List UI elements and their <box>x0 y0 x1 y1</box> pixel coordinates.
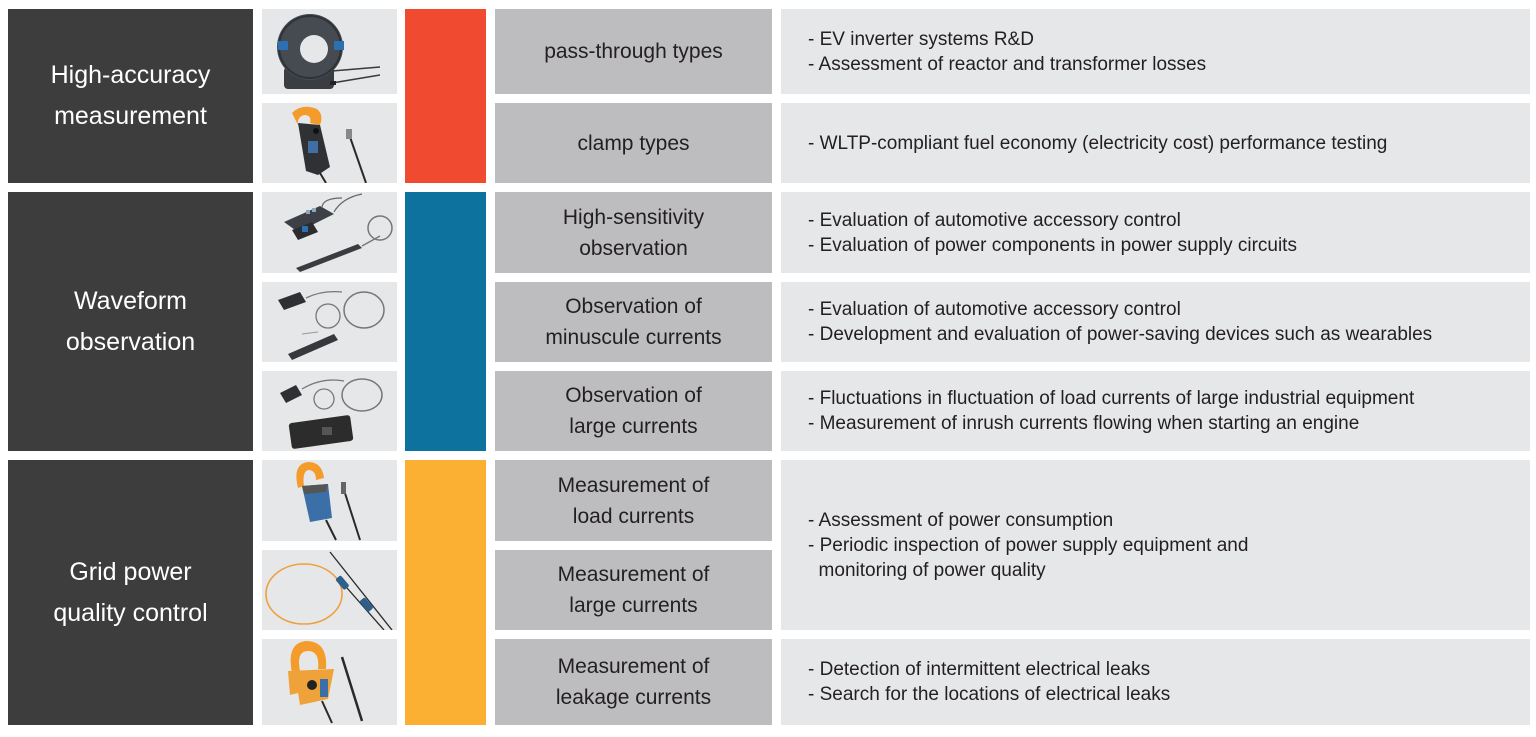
group-label-text: Waveform observation <box>65 286 196 356</box>
load-current-clamp-icon <box>296 462 361 541</box>
accent-bar-high-accuracy <box>405 9 486 183</box>
type-cell-large-currents-observation: Observation of large currents <box>495 371 772 451</box>
group-label-grid-power: Grid power quality control <box>8 460 253 725</box>
description-line: - Periodic inspection of power supply eq… <box>808 534 1249 556</box>
large-current-probe-icon <box>280 378 383 449</box>
description-cell-minuscule-currents: - Evaluation of automotive accessory con… <box>781 282 1530 362</box>
description-line: - Development and evaluation of power-sa… <box>808 324 1433 345</box>
type-label: Measurement of load currents <box>557 473 710 528</box>
accent-bar-waveform <box>405 192 486 451</box>
description-line: - WLTP-compliant fuel economy (electrici… <box>808 132 1388 154</box>
product-image-leakage-current-clamp <box>262 639 397 725</box>
group-label-text: Grid power quality control <box>53 557 208 627</box>
type-label: Measurement of leakage currents <box>555 655 712 709</box>
description-line: - Fluctuations in fluctuation of load cu… <box>808 388 1415 409</box>
type-cell-high-sensitivity: High-sensitivity observation <box>495 192 772 273</box>
description-line: - EV inverter systems R&D <box>808 28 1034 50</box>
minuscule-probe-icon <box>278 290 385 360</box>
description-cell-high-sensitivity: - Evaluation of automotive accessory con… <box>781 192 1530 273</box>
description-line: - Evaluation of automotive accessory con… <box>808 299 1181 320</box>
type-label: Observation of minuscule currents <box>545 295 722 349</box>
clamp-sensor-icon <box>292 106 367 183</box>
type-label: Measurement of large currents <box>557 563 710 617</box>
product-image-clamp-sensor <box>262 103 397 183</box>
description-line: - Assessment of reactor and transformer … <box>808 53 1207 75</box>
description-cell-clamp: - WLTP-compliant fuel economy (electrici… <box>781 103 1530 183</box>
description-line: - Detection of intermittent electrical l… <box>808 659 1151 680</box>
type-cell-leakage-currents: Measurement of leakage currents <box>495 639 772 725</box>
type-label: High-sensitivity observation <box>562 205 705 260</box>
flexible-loop-sensor-icon <box>265 551 393 630</box>
description-line: - Assessment of power consumption <box>808 509 1114 531</box>
group-label-high-accuracy: High-accuracy measurement <box>8 9 253 183</box>
type-cell-load-currents: Measurement of load currents <box>495 460 772 541</box>
description-cell-pass-through: - EV inverter systems R&D - Assessment o… <box>781 9 1530 94</box>
type-label: Observation of large currents <box>565 384 702 438</box>
high-sensitivity-probe-icon <box>284 193 393 272</box>
group-label-text: High-accuracy measurement <box>50 61 211 130</box>
type-label: clamp types <box>577 131 690 155</box>
product-image-pass-through-sensor <box>262 9 397 94</box>
description-line: - Search for the locations of electrical… <box>808 684 1171 705</box>
pass-through-sensor-icon <box>277 14 381 89</box>
description-cell-load-and-large-currents: - Assessment of power consumption - Peri… <box>781 460 1530 630</box>
type-label: pass-through types <box>544 40 723 63</box>
type-cell-pass-through: pass-through types <box>495 9 772 94</box>
description-line: - Evaluation of automotive accessory con… <box>808 209 1181 231</box>
product-image-flexible-loop-sensor <box>262 550 397 630</box>
group-label-waveform: Waveform observation <box>8 192 253 451</box>
description-line: - Evaluation of power components in powe… <box>808 234 1297 256</box>
description-cell-large-currents-observation: - Fluctuations in fluctuation of load cu… <box>781 371 1530 451</box>
leakage-current-clamp-icon <box>288 641 364 724</box>
type-cell-clamp: clamp types <box>495 103 772 183</box>
type-cell-minuscule-currents: Observation of minuscule currents <box>495 282 772 362</box>
product-image-minuscule-probe <box>262 282 397 362</box>
description-line: - Measurement of inrush currents flowing… <box>808 413 1360 434</box>
description-line: monitoring of power quality <box>808 559 1046 581</box>
type-cell-large-currents-measurement: Measurement of large currents <box>495 550 772 630</box>
description-cell-leakage-currents: - Detection of intermittent electrical l… <box>781 639 1530 725</box>
accent-bar-grid-power <box>405 460 486 725</box>
product-image-large-current-probe <box>262 371 397 451</box>
product-image-load-current-clamp <box>262 460 397 541</box>
product-image-high-sensitivity-probe <box>262 192 397 273</box>
